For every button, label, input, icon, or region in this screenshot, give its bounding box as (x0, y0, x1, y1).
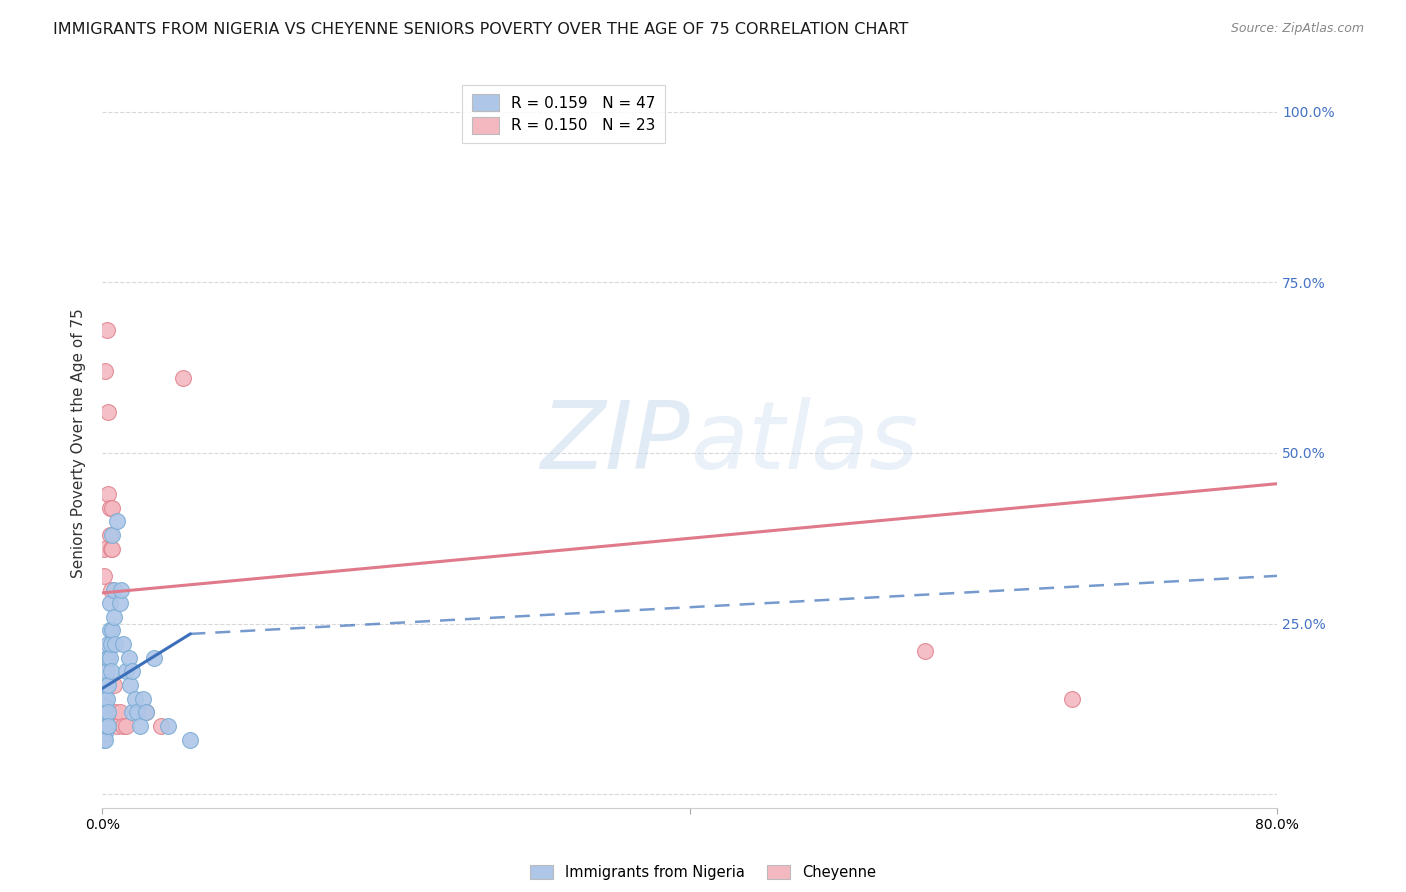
Point (94, 364, 117, 378)
Point (97, 487, 120, 501)
Point (114, 719, 136, 733)
Point (114, 665, 136, 679)
Point (108, 706, 131, 720)
Point (97, 678, 120, 692)
Point (100, 665, 122, 679)
Text: IMMIGRANTS FROM NIGERIA VS CHEYENNE SENIORS POVERTY OVER THE AGE OF 75 CORRELATI: IMMIGRANTS FROM NIGERIA VS CHEYENNE SENI… (53, 22, 908, 37)
Point (98, 624, 121, 638)
Point (105, 514, 128, 528)
Point (96, 650, 118, 665)
Point (914, 644, 936, 658)
Point (149, 719, 172, 733)
Point (94, 726, 117, 740)
Point (96, 665, 118, 679)
Point (120, 678, 142, 692)
Point (94, 712, 117, 726)
Point (157, 719, 180, 733)
Point (96, 678, 118, 692)
Point (103, 678, 125, 692)
Point (96, 323, 118, 337)
Point (97, 650, 120, 665)
Point (96, 719, 118, 733)
Point (94, 719, 117, 733)
Point (98, 596, 121, 610)
Point (97, 719, 120, 733)
Point (121, 665, 143, 679)
Point (111, 637, 134, 651)
Point (101, 528, 124, 542)
Point (98, 500, 121, 515)
Point (121, 706, 143, 720)
Point (94, 691, 117, 706)
Y-axis label: Seniors Poverty Over the Age of 75: Seniors Poverty Over the Age of 75 (72, 308, 86, 578)
Point (142, 650, 165, 665)
Text: atlas: atlas (690, 397, 918, 488)
Point (96, 691, 118, 706)
Point (110, 582, 132, 597)
Point (132, 691, 155, 706)
Point (97, 706, 120, 720)
Point (101, 500, 124, 515)
Legend: R = 0.159   N = 47, R = 0.150   N = 23: R = 0.159 N = 47, R = 0.150 N = 23 (463, 85, 665, 143)
Point (98, 650, 121, 665)
Point (93, 732, 115, 747)
Point (1060, 691, 1083, 706)
Point (103, 609, 125, 624)
Point (105, 719, 128, 733)
Point (100, 582, 122, 597)
Point (124, 691, 146, 706)
Point (101, 624, 124, 638)
Point (135, 706, 157, 720)
Point (97, 405, 120, 419)
Point (100, 541, 122, 556)
Point (118, 650, 141, 665)
Point (103, 582, 125, 597)
Point (135, 706, 157, 720)
Point (111, 719, 134, 733)
Point (94, 698, 117, 713)
Point (93, 726, 115, 740)
Point (101, 541, 124, 556)
Point (129, 719, 152, 733)
Point (108, 596, 131, 610)
Text: ZIP: ZIP (540, 397, 690, 488)
Legend: Immigrants from Nigeria, Cheyenne: Immigrants from Nigeria, Cheyenne (530, 865, 876, 880)
Point (127, 706, 149, 720)
Point (98, 528, 121, 542)
Point (93, 706, 115, 720)
Point (97, 637, 120, 651)
Point (179, 732, 201, 747)
Point (104, 637, 127, 651)
Point (172, 371, 194, 385)
Point (93, 719, 115, 733)
Point (100, 637, 122, 651)
Text: Source: ZipAtlas.com: Source: ZipAtlas.com (1230, 22, 1364, 36)
Point (104, 706, 127, 720)
Point (93, 541, 115, 556)
Point (94, 732, 117, 747)
Point (93, 569, 115, 583)
